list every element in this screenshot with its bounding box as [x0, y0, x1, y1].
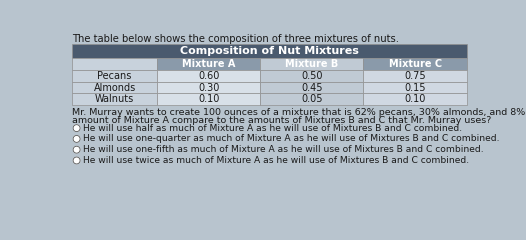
Bar — [157, 70, 260, 82]
Bar — [260, 82, 363, 94]
Text: 0.60: 0.60 — [198, 71, 219, 81]
Text: 0.45: 0.45 — [301, 83, 322, 93]
Text: Almonds: Almonds — [94, 83, 136, 93]
Text: 0.05: 0.05 — [301, 94, 322, 104]
Text: Mixture B: Mixture B — [285, 59, 338, 69]
Bar — [157, 82, 260, 94]
Bar — [260, 93, 363, 105]
Text: He will use one-quarter as much of Mixture A as he will use of Mixtures B and C : He will use one-quarter as much of Mixtu… — [83, 134, 499, 144]
Text: 0.30: 0.30 — [198, 83, 219, 93]
Bar — [72, 44, 467, 58]
Circle shape — [73, 146, 80, 153]
Bar — [72, 82, 157, 94]
Circle shape — [73, 157, 80, 164]
Text: Mixture C: Mixture C — [389, 59, 442, 69]
Bar — [157, 93, 260, 105]
Text: Composition of Nut Mixtures: Composition of Nut Mixtures — [180, 46, 359, 56]
Text: Mr. Murray wants to create 100 ounces of a mixture that is 62% pecans, 30% almon: Mr. Murray wants to create 100 ounces of… — [72, 108, 526, 117]
Text: He will use one-fifth as much of Mixture A as he will use of Mixtures B and C co: He will use one-fifth as much of Mixture… — [83, 145, 483, 154]
Text: 0.10: 0.10 — [198, 94, 219, 104]
Bar — [72, 58, 157, 70]
Text: amount of Mixture A compare to the amounts of Mixtures B and C that Mr. Murray u: amount of Mixture A compare to the amoun… — [72, 116, 491, 125]
Bar — [363, 82, 467, 94]
Bar — [157, 58, 260, 70]
Text: Mixture A: Mixture A — [182, 59, 236, 69]
Text: He will use twice as much of Mixture A as he will use of Mixtures B and C combin: He will use twice as much of Mixture A a… — [83, 156, 469, 165]
Bar — [363, 70, 467, 82]
Bar — [72, 93, 157, 105]
Text: He will use half as much of Mixture A as he will use of Mixtures B and C combine: He will use half as much of Mixture A as… — [83, 124, 462, 133]
Text: 0.75: 0.75 — [404, 71, 426, 81]
Circle shape — [73, 125, 80, 132]
Bar — [260, 58, 363, 70]
Bar — [260, 70, 363, 82]
Bar — [363, 93, 467, 105]
Text: Walnuts: Walnuts — [95, 94, 134, 104]
Circle shape — [73, 135, 80, 142]
Bar — [72, 70, 157, 82]
Text: 0.50: 0.50 — [301, 71, 322, 81]
Text: The table below shows the composition of three mixtures of nuts.: The table below shows the composition of… — [72, 34, 399, 44]
Text: 0.15: 0.15 — [404, 83, 426, 93]
Text: 0.10: 0.10 — [404, 94, 426, 104]
Bar — [363, 58, 467, 70]
Text: Pecans: Pecans — [97, 71, 132, 81]
